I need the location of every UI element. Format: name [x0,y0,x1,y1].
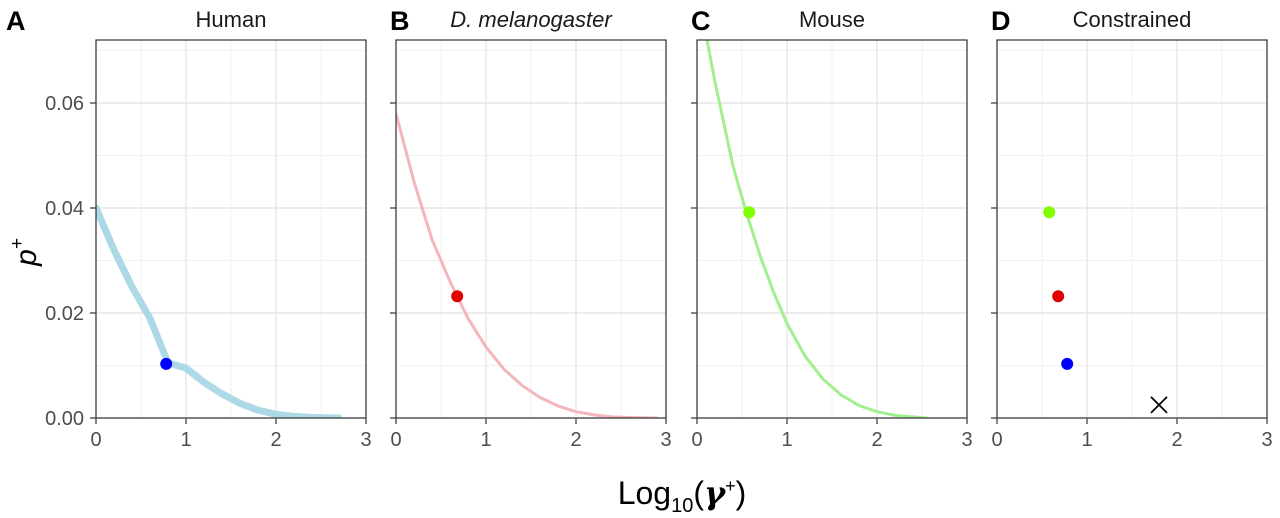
panel-title: D. melanogaster [450,7,613,32]
point-cross [1150,396,1168,414]
x-tick-label: 1 [180,429,191,451]
panel-a: 0 1 2 3 0.00 0.02 0.04 0.06 Human A [6,6,372,451]
y-tick-label: 0.06 [45,93,84,115]
panel-border [996,39,1268,419]
panel-title: Constrained [1073,7,1192,32]
series-curve-a [96,204,343,418]
y-tick-label: 0.00 [45,408,84,430]
panel-border [95,39,367,419]
x-axis-label-sup: + [725,476,736,496]
x-tick-label: 2 [871,429,882,451]
x-tick-label: 3 [360,429,371,451]
x-axis-label: Log10(γ+) [618,474,747,517]
y-tick-label: 0.04 [45,198,84,220]
panel-letter: D [991,6,1011,36]
point-0 [743,206,756,219]
panel-border [395,39,667,419]
panel-letter: B [390,6,410,36]
panels: 0 1 2 3 0.00 0.02 0.04 0.06 Human A 0 1 2 3 D. melanog… [6,6,1273,451]
x-tick-label: 1 [1081,429,1092,451]
x-axis-label-sub: 10 [671,495,693,517]
panel-title: Mouse [799,7,865,32]
x-tick-label: 3 [1261,429,1272,451]
x-tick-label: 2 [570,429,581,451]
point-cross-stroke-2 [1150,396,1168,414]
x-axis-label-main: Log [618,475,671,511]
x-tick-label: 1 [781,429,792,451]
y-tick-label: 0.02 [45,303,84,325]
panel-b: 0 1 2 3 D. melanogaster B [390,6,672,451]
point-0 [160,357,173,370]
y-axis-label-main: p [10,249,43,267]
y-axis-label: p+ [7,238,43,267]
series-curve-b [396,112,659,418]
x-tick-label: 0 [991,429,1002,451]
point-0 [451,290,464,303]
x-tick-label: 2 [1171,429,1182,451]
point-0 [1043,206,1056,219]
x-tick-label: 3 [961,429,972,451]
x-tick-label: 3 [660,429,671,451]
panel-border [696,39,968,419]
panel-letter: C [691,6,711,36]
panel-letter: A [6,6,26,36]
series-curve-c [705,40,928,418]
y-axis-label-sup: + [7,238,28,249]
x-tick-label: 0 [390,429,401,451]
panel-c: 0 1 2 3 Mouse C [691,6,973,451]
x-tick-label: 2 [270,429,281,451]
point-2 [1061,357,1074,370]
x-tick-label: 1 [480,429,491,451]
x-axis-label-gamma: γ [704,474,727,512]
x-tick-label: 0 [90,429,101,451]
panel-title: Human [196,7,267,32]
x-tick-label: 0 [691,429,702,451]
panel-d: 0 1 2 3 Constrained D [991,6,1273,451]
point-1 [1052,290,1065,303]
